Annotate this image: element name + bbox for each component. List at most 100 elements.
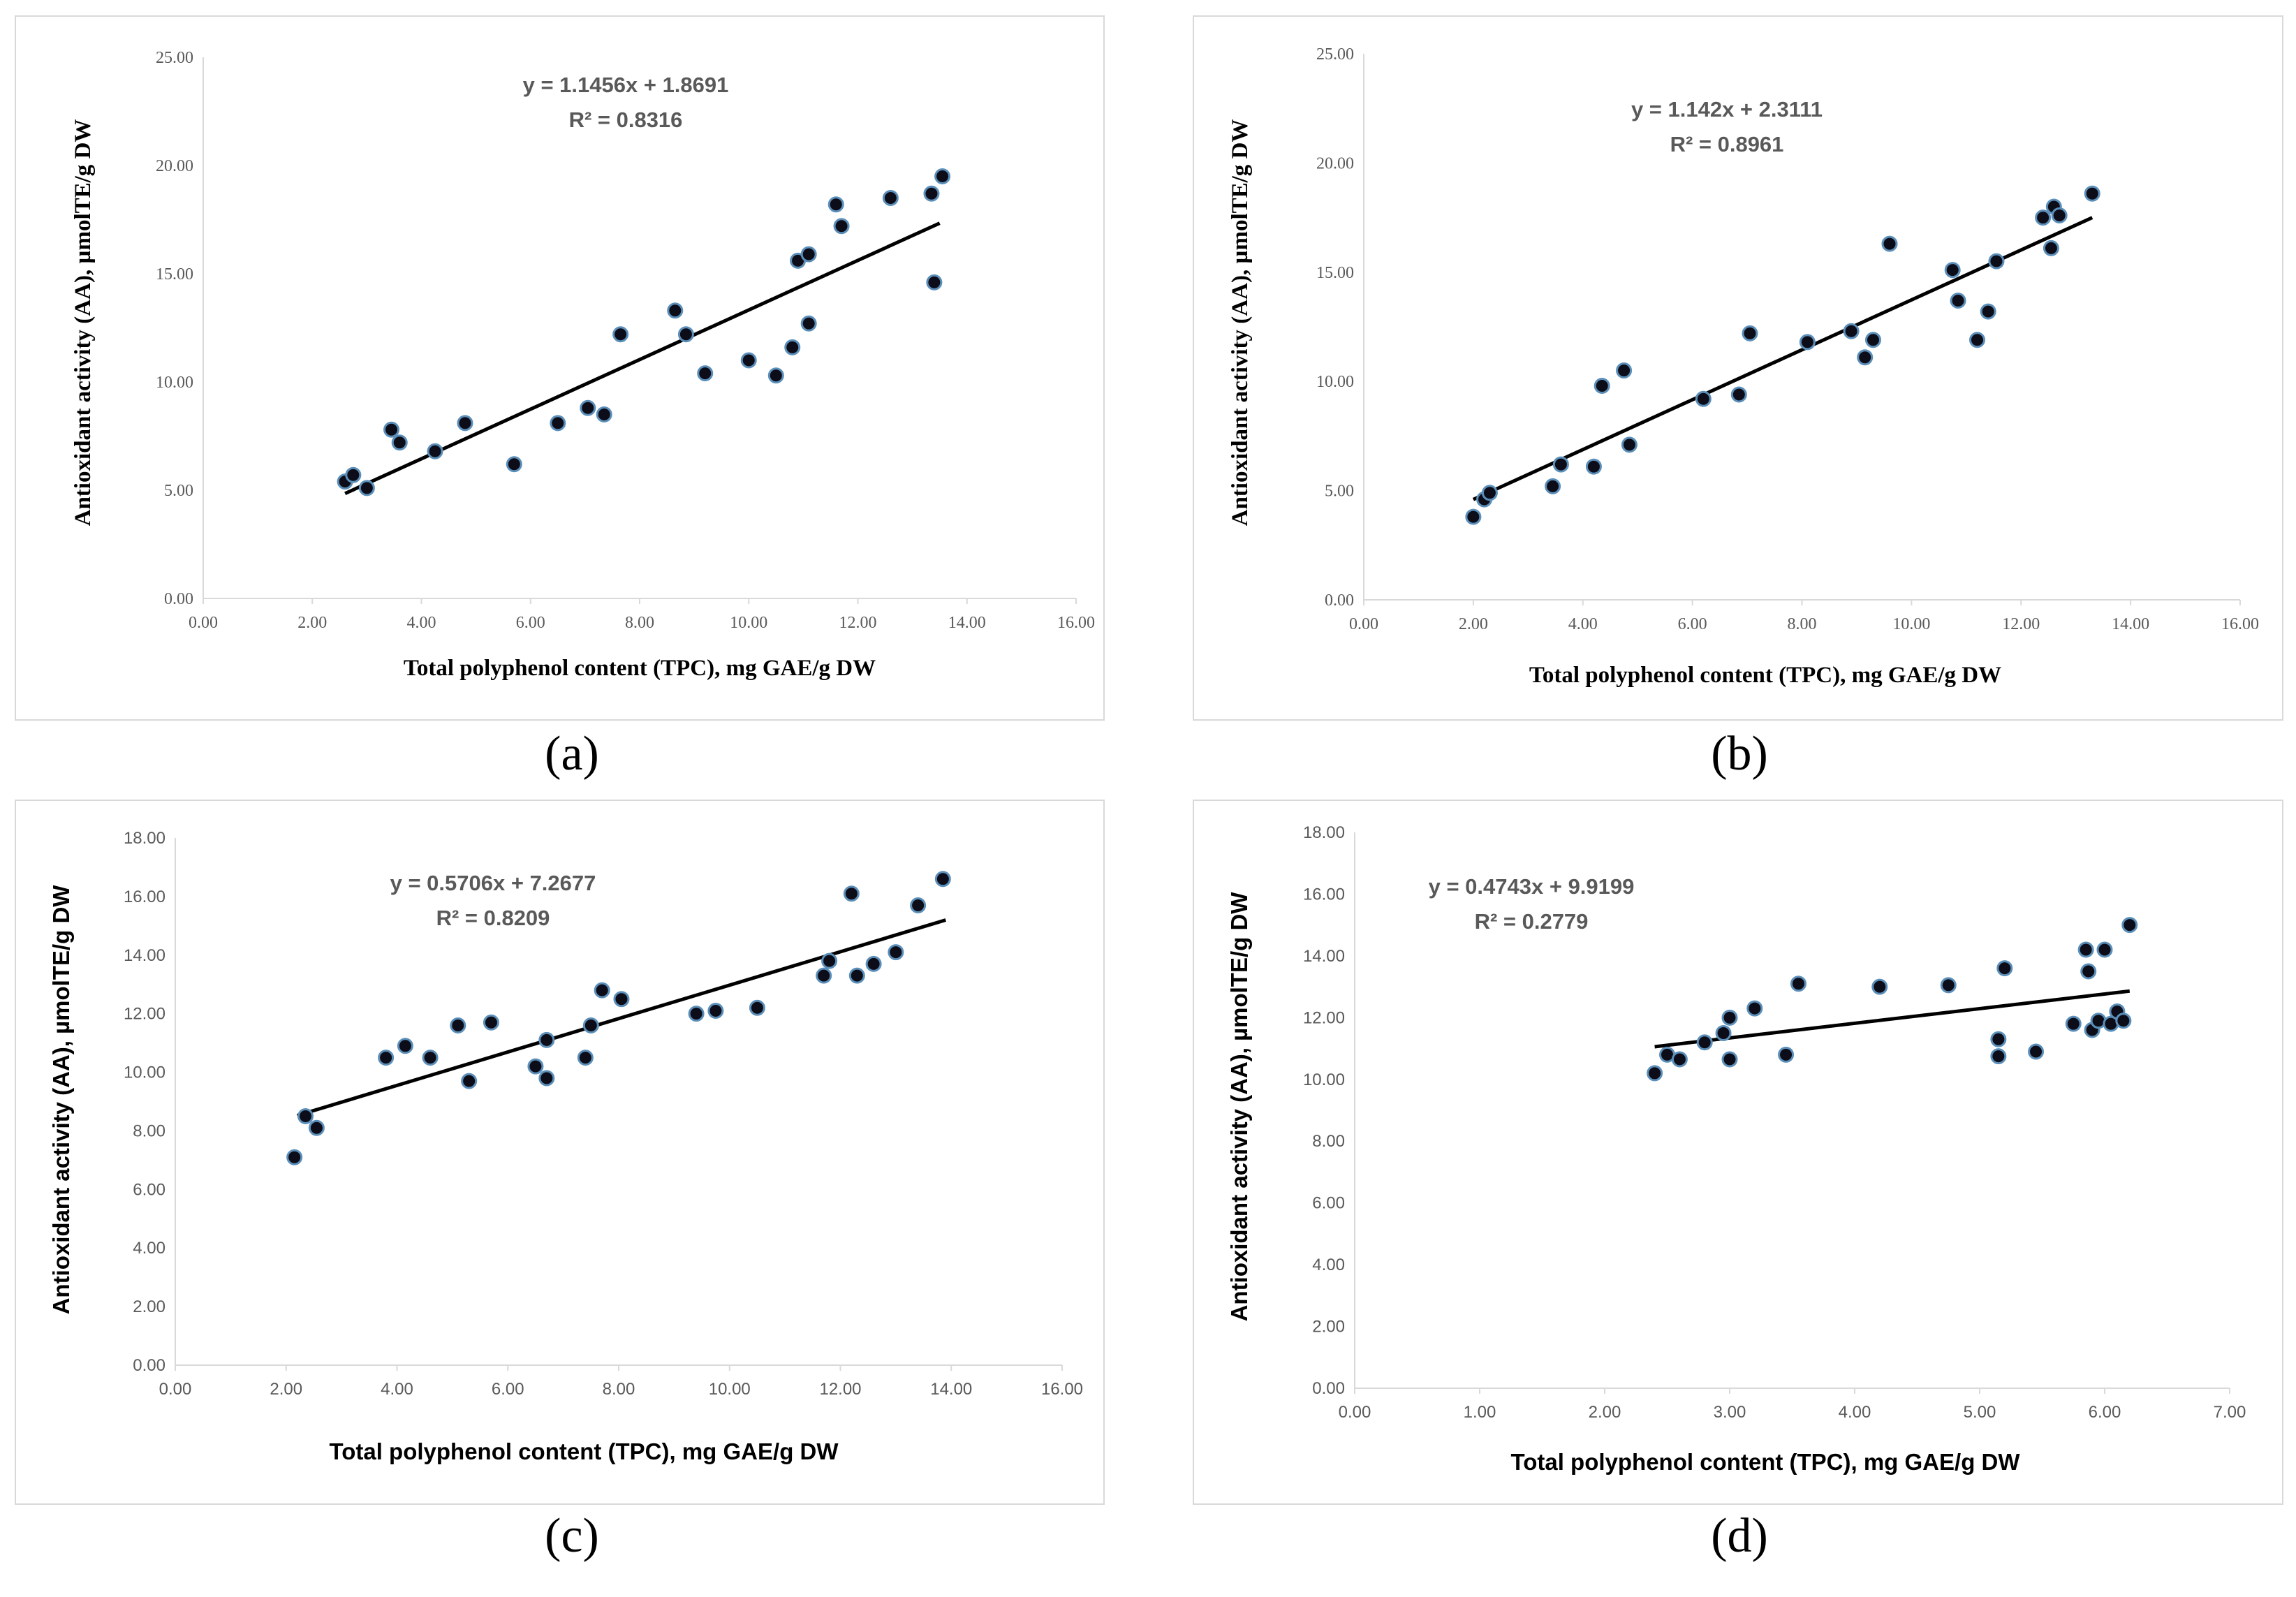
panel-b-frame xyxy=(1193,15,2283,721)
data-point xyxy=(827,196,844,213)
data-point xyxy=(345,466,362,483)
data-point xyxy=(1594,377,1610,394)
data-point xyxy=(2121,917,2138,934)
data-point xyxy=(1721,1009,1738,1026)
data-point xyxy=(1790,976,1806,992)
y-tick-label: 10.00 xyxy=(124,1064,165,1082)
data-point xyxy=(596,406,612,422)
y-tick-label: 5.00 xyxy=(164,482,193,500)
trendline-equation: y = 0.5706x + 7.2677 xyxy=(390,871,596,895)
y-tick-label: 0.00 xyxy=(164,590,193,608)
data-point xyxy=(612,326,629,343)
data-point xyxy=(821,952,838,969)
x-tick-label: 2.00 xyxy=(1589,1403,1621,1422)
data-point xyxy=(697,365,714,382)
data-point xyxy=(2028,1043,2045,1060)
x-tick-label: 2.00 xyxy=(297,614,327,632)
trendline-equation: y = 1.142x + 2.3111 xyxy=(1631,97,1823,122)
x-axis-label: Total polyphenol content (TPC), mg GAE/g… xyxy=(404,656,876,681)
data-point xyxy=(749,999,765,1016)
y-tick-label: 15.00 xyxy=(156,265,193,284)
data-point xyxy=(461,1073,478,1089)
x-tick-label: 0.00 xyxy=(189,614,218,632)
x-tick-label: 14.00 xyxy=(948,614,986,632)
data-point xyxy=(308,1119,325,1136)
y-tick-label: 4.00 xyxy=(133,1239,165,1258)
data-point xyxy=(358,480,375,496)
data-point xyxy=(677,326,694,343)
data-point xyxy=(527,1058,544,1075)
data-point xyxy=(800,315,817,332)
r-squared-label: R² = 0.8961 xyxy=(1670,132,1784,156)
x-tick-label: 14.00 xyxy=(930,1380,972,1399)
chart-a: 0.00 2.00 4.00 6.00 8.00 10.00 12.00 14.00 16.00… xyxy=(71,49,1095,681)
data-point xyxy=(1647,1065,1663,1082)
y-tick-label: 2.00 xyxy=(1312,1318,1345,1337)
panel-b-caption: (b) xyxy=(1711,727,1768,781)
y-axis-label: Antioxidant activity (AA), µmolTE/g DW xyxy=(48,885,74,1315)
data-point xyxy=(1864,332,1881,348)
data-point xyxy=(1990,1048,2007,1065)
x-tick-label: 10.00 xyxy=(730,614,767,632)
x-tick-label: 1.00 xyxy=(1464,1403,1496,1422)
x-tick-label: 14.00 xyxy=(2112,615,2149,633)
data-point xyxy=(483,1014,499,1031)
data-point xyxy=(1552,456,1569,473)
y-tick-label: 15.00 xyxy=(1316,264,1354,282)
data-point xyxy=(688,1006,705,1022)
data-point xyxy=(707,1002,724,1019)
y-tick-label: 18.00 xyxy=(124,829,165,848)
data-point xyxy=(582,1017,599,1033)
x-tick-label: 4.00 xyxy=(1839,1403,1871,1422)
data-point xyxy=(391,434,408,451)
data-point xyxy=(2043,240,2059,256)
data-point xyxy=(2077,941,2094,958)
r-squared-label: R² = 0.8316 xyxy=(569,108,683,132)
y-tick-label: 25.00 xyxy=(1316,45,1354,64)
x-tick-label: 12.00 xyxy=(839,614,877,632)
y-tick-label: 4.00 xyxy=(1312,1256,1345,1274)
data-point xyxy=(2080,963,2097,980)
data-point xyxy=(740,352,757,369)
data-point xyxy=(1545,478,1561,494)
y-tick-label: 14.00 xyxy=(124,946,165,965)
data-point xyxy=(1799,334,1816,351)
x-tick-label: 0.00 xyxy=(1349,615,1378,633)
chart-b: 0.00 2.00 4.00 6.00 8.00 10.00 12.00 14.00 16.00… xyxy=(1228,45,2259,688)
trendline-equation: y = 1.1456x + 1.8691 xyxy=(523,73,729,97)
y-axis-label: Antioxidant activity (AA), µmolTE/g DW xyxy=(1228,119,1253,527)
y-tick-label: 2.00 xyxy=(133,1297,165,1316)
data-point xyxy=(667,302,684,319)
data-point xyxy=(1843,323,1860,339)
panel-a-frame xyxy=(15,15,1105,721)
data-point xyxy=(1616,362,1633,379)
x-tick-label: 5.00 xyxy=(1964,1403,1996,1422)
x-tick-label: 2.00 xyxy=(1459,615,1488,633)
x-tick-label: 16.00 xyxy=(1057,614,1095,632)
data-point xyxy=(1940,977,1957,994)
data-point xyxy=(538,1070,555,1087)
data-point xyxy=(934,168,951,184)
panel-c-caption: (c) xyxy=(545,1509,599,1563)
data-point xyxy=(1742,325,1758,341)
data-point xyxy=(1980,303,1996,320)
panel-d-caption: (d) xyxy=(1711,1509,1768,1563)
data-point xyxy=(1730,386,1747,403)
data-point xyxy=(580,399,596,416)
data-point xyxy=(2065,1015,2082,1032)
y-tick-label: 25.00 xyxy=(156,49,193,67)
x-tick-label: 16.00 xyxy=(2221,615,2259,633)
data-point xyxy=(1696,1034,1713,1051)
data-point xyxy=(1481,485,1498,501)
x-tick-label: 4.00 xyxy=(407,614,436,632)
y-tick-label: 0.00 xyxy=(1325,591,1354,610)
x-tick-label: 6.00 xyxy=(1678,615,1707,633)
data-point xyxy=(1944,262,1961,279)
data-point xyxy=(2115,1013,2132,1029)
y-tick-label: 16.00 xyxy=(1303,885,1345,904)
panel-d-frame xyxy=(1193,800,2283,1505)
data-point xyxy=(383,421,400,438)
x-tick-label: 8.00 xyxy=(603,1380,635,1399)
data-point xyxy=(910,897,927,913)
y-tick-label: 8.00 xyxy=(133,1121,165,1140)
